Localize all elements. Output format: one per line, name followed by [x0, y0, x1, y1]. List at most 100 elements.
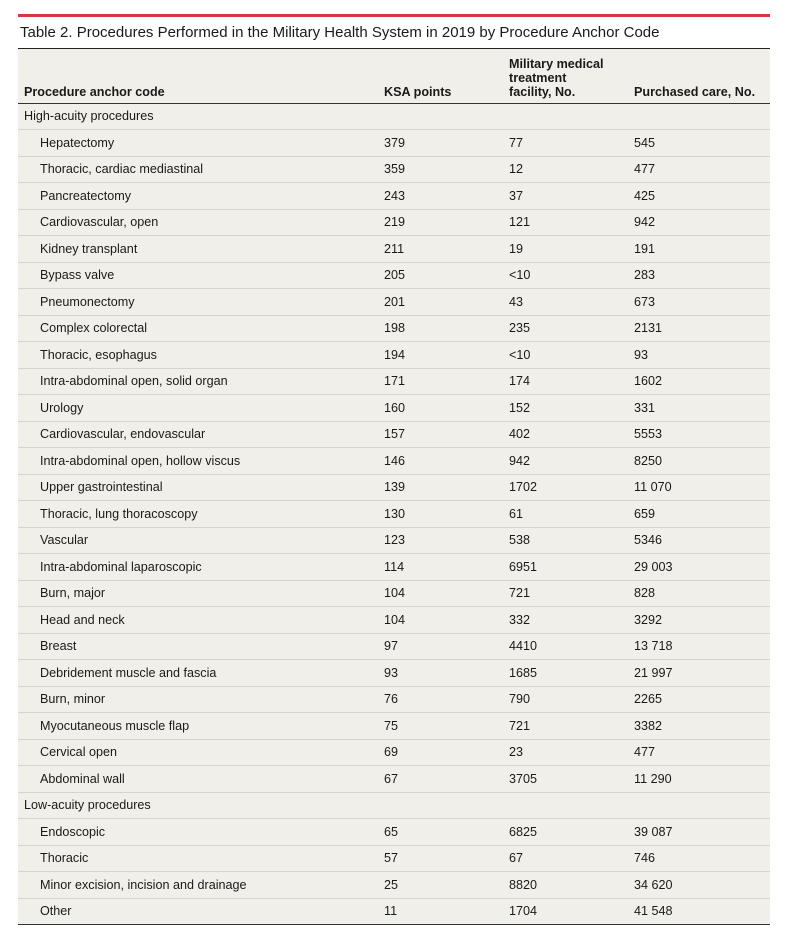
table-row: Myocutaneous muscle flap 75 721 3382: [18, 712, 770, 740]
purchased-care-cell: 11 290: [634, 765, 770, 793]
procedure-name-cell: Abdominal wall: [18, 765, 384, 793]
mtf-count-cell: 3705: [509, 765, 634, 793]
table-row: Thoracic 57 67 746: [18, 845, 770, 872]
ksa-points-cell: 201: [384, 288, 509, 316]
ksa-points-cell: 243: [384, 182, 509, 210]
header-ksa-points: KSA points: [384, 49, 509, 104]
table-row: Breast 97 4410 13 718: [18, 633, 770, 660]
purchased-care-cell: 746: [634, 845, 770, 872]
purchased-care-cell: 2131: [634, 315, 770, 342]
procedures-table: Procedure anchor code KSA points Militar…: [18, 49, 770, 925]
ksa-points-cell: 97: [384, 633, 509, 660]
header-row: Procedure anchor code KSA points Militar…: [18, 49, 770, 104]
purchased-care-cell: 34 620: [634, 871, 770, 899]
procedure-name-cell: Myocutaneous muscle flap: [18, 712, 384, 740]
ksa-points-cell: 93: [384, 659, 509, 687]
ksa-points-cell: 157: [384, 421, 509, 448]
header-mtf-count: Military medical treatment facility, No.: [509, 49, 634, 104]
table-row: Other 11 1704 41 548: [18, 898, 770, 925]
procedure-name-cell: Vascular: [18, 527, 384, 554]
procedure-name-cell: Hepatectomy: [18, 129, 384, 157]
section-label: Low-acuity procedures: [18, 792, 770, 819]
table-row: Cardiovascular, endovascular 157 402 5553: [18, 421, 770, 448]
header-mtf-line1: Military medical: [509, 56, 604, 71]
purchased-care-cell: 425: [634, 182, 770, 210]
ksa-points-cell: 123: [384, 527, 509, 554]
table-row: Complex colorectal 198 235 2131: [18, 315, 770, 342]
procedure-name-cell: Cardiovascular, open: [18, 209, 384, 236]
purchased-care-cell: 41 548: [634, 898, 770, 925]
mtf-count-cell: 1702: [509, 474, 634, 501]
table-row: Thoracic, lung thoracoscopy 130 61 659: [18, 500, 770, 528]
mtf-count-cell: 43: [509, 288, 634, 316]
procedure-name-cell: Other: [18, 898, 384, 925]
procedure-name-cell: Pancreatectomy: [18, 182, 384, 210]
ksa-points-cell: 114: [384, 553, 509, 581]
procedure-name-cell: Complex colorectal: [18, 315, 384, 342]
purchased-care-cell: 13 718: [634, 633, 770, 660]
procedure-name-cell: Cervical open: [18, 739, 384, 766]
purchased-care-cell: 8250: [634, 447, 770, 475]
table-row: Head and neck 104 332 3292: [18, 606, 770, 634]
table-row: Burn, minor 76 790 2265: [18, 686, 770, 713]
section-label: High-acuity procedures: [18, 103, 770, 130]
table-row: Thoracic, cardiac mediastinal 359 12 477: [18, 156, 770, 183]
mtf-count-cell: <10: [509, 341, 634, 369]
mtf-count-cell: 4410: [509, 633, 634, 660]
purchased-care-cell: 942: [634, 209, 770, 236]
section-row: High-acuity procedures: [18, 103, 770, 130]
procedure-name-cell: Thoracic, cardiac mediastinal: [18, 156, 384, 183]
procedure-name-cell: Cardiovascular, endovascular: [18, 421, 384, 448]
purchased-care-cell: 3382: [634, 712, 770, 740]
purchased-care-cell: 21 997: [634, 659, 770, 687]
table-title: Table 2. Procedures Performed in the Mil…: [20, 24, 660, 41]
ksa-points-cell: 76: [384, 686, 509, 713]
purchased-care-cell: 283: [634, 262, 770, 289]
table-row: Debridement muscle and fascia 93 1685 21 99…: [18, 659, 770, 687]
mtf-count-cell: 721: [509, 580, 634, 607]
mtf-count-cell: 6825: [509, 818, 634, 846]
ksa-points-cell: 104: [384, 606, 509, 634]
mtf-count-cell: 721: [509, 712, 634, 740]
ksa-points-cell: 379: [384, 129, 509, 157]
procedure-name-cell: Intra-abdominal laparoscopic: [18, 553, 384, 581]
purchased-care-cell: 673: [634, 288, 770, 316]
mtf-count-cell: 152: [509, 394, 634, 422]
procedure-name-cell: Bypass valve: [18, 262, 384, 289]
ksa-points-cell: 211: [384, 235, 509, 263]
ksa-points-cell: 69: [384, 739, 509, 766]
purchased-care-cell: 93: [634, 341, 770, 369]
mtf-count-cell: 1704: [509, 898, 634, 925]
procedure-name-cell: Upper gastrointestinal: [18, 474, 384, 501]
ksa-points-cell: 171: [384, 368, 509, 395]
purchased-care-cell: 5346: [634, 527, 770, 554]
ksa-points-cell: 219: [384, 209, 509, 236]
accent-rule: [18, 14, 770, 17]
procedure-name-cell: Kidney transplant: [18, 235, 384, 263]
table-row: Thoracic, esophagus 194 <10 93: [18, 341, 770, 369]
procedure-name-cell: Pneumonectomy: [18, 288, 384, 316]
ksa-points-cell: 104: [384, 580, 509, 607]
purchased-care-cell: 39 087: [634, 818, 770, 846]
purchased-care-cell: 828: [634, 580, 770, 607]
procedure-name-cell: Thoracic, esophagus: [18, 341, 384, 369]
mtf-count-cell: 19: [509, 235, 634, 263]
procedure-name-cell: Burn, major: [18, 580, 384, 607]
mtf-count-cell: 23: [509, 739, 634, 766]
table-row: Pneumonectomy 201 43 673: [18, 288, 770, 316]
header-purchased-care: Purchased care, No.: [634, 49, 770, 104]
table-row: Minor excision, incision and drainage 25 8…: [18, 871, 770, 899]
mtf-count-cell: 1685: [509, 659, 634, 687]
mtf-count-cell: 538: [509, 527, 634, 554]
header-procedure-anchor-code: Procedure anchor code: [18, 49, 384, 104]
table-body: High-acuity procedures Hepatectomy 379 77 54…: [18, 103, 770, 925]
purchased-care-cell: 1602: [634, 368, 770, 395]
purchased-care-cell: 545: [634, 129, 770, 157]
table-row: Upper gastrointestinal 139 1702 11 070: [18, 474, 770, 501]
table-row: Pancreatectomy 243 37 425: [18, 182, 770, 210]
mtf-count-cell: 790: [509, 686, 634, 713]
table-row: Abdominal wall 67 3705 11 290: [18, 765, 770, 793]
purchased-care-cell: 477: [634, 156, 770, 183]
mtf-count-cell: 402: [509, 421, 634, 448]
ksa-points-cell: 67: [384, 765, 509, 793]
